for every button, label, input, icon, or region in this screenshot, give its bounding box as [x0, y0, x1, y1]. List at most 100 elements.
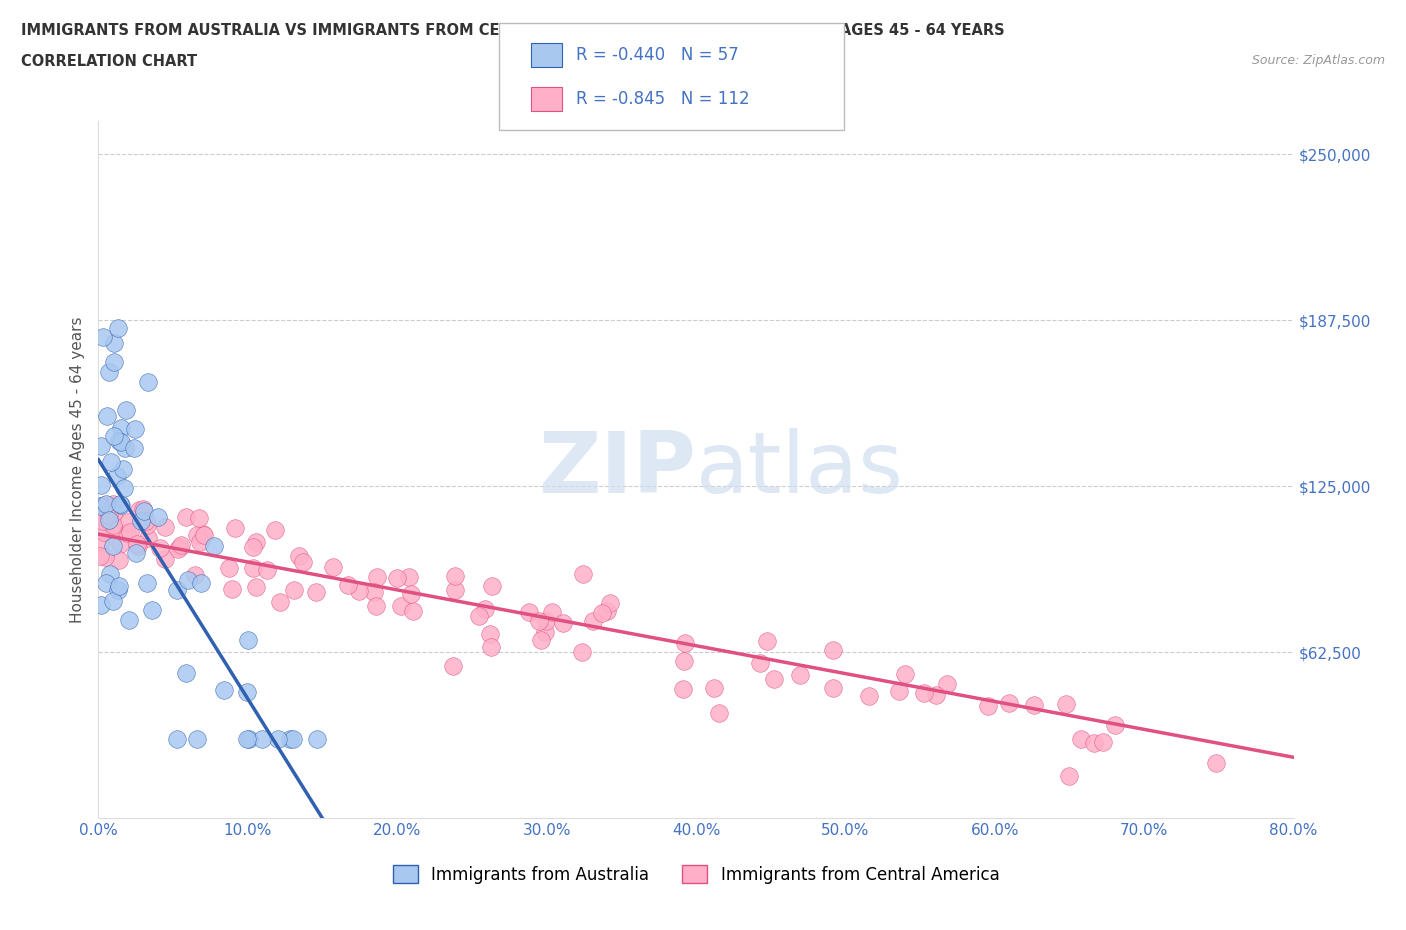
Point [122, 441, 145, 456]
Point [136, 375, 159, 390]
Point [288, 549, 311, 564]
Point [169, 540, 191, 555]
Point [755, 633, 778, 648]
Point [103, 429, 125, 444]
Point [127, 537, 149, 551]
Point [101, 517, 124, 532]
Point [135, 576, 157, 591]
Point [97, 514, 120, 529]
Point [269, 594, 291, 609]
Text: ZIP: ZIP [538, 428, 696, 512]
Point [305, 731, 328, 746]
Point [97, 365, 120, 379]
Point [101, 593, 124, 608]
Text: atlas: atlas [696, 428, 904, 512]
Point [149, 540, 172, 555]
Point [166, 731, 188, 746]
Point [141, 603, 163, 618]
Point [444, 568, 467, 583]
Point [108, 537, 131, 551]
Point [117, 613, 139, 628]
Point [479, 639, 502, 654]
Point [256, 563, 278, 578]
Point [96, 575, 118, 590]
Point [135, 514, 157, 529]
Point [283, 731, 305, 746]
Point [136, 531, 159, 546]
Point [103, 354, 125, 369]
Point [93, 498, 115, 512]
Point [191, 526, 214, 541]
Point [572, 567, 595, 582]
Point [125, 546, 148, 561]
Point [553, 616, 575, 631]
Point [105, 469, 128, 484]
Point [599, 596, 621, 611]
Point [1024, 698, 1046, 712]
Point [103, 539, 125, 554]
Point [218, 561, 240, 576]
Point [534, 614, 557, 629]
Point [977, 698, 1000, 713]
Point [236, 632, 259, 647]
Point [366, 569, 388, 584]
Point [858, 689, 880, 704]
Point [115, 403, 138, 418]
Point [363, 585, 385, 600]
Point [148, 510, 170, 525]
Y-axis label: Householder Income Ages 45 - 64 years: Householder Income Ages 45 - 64 years [69, 316, 84, 623]
Point [132, 504, 155, 519]
Point [337, 578, 360, 592]
Point [110, 498, 132, 512]
Point [398, 569, 420, 584]
Point [474, 602, 496, 617]
Point [98, 566, 121, 581]
Point [1205, 756, 1227, 771]
Point [176, 666, 198, 681]
Point [107, 578, 129, 593]
Point [94, 497, 117, 512]
Point [1070, 732, 1092, 747]
Point [98, 507, 121, 522]
Point [110, 434, 132, 449]
Point [894, 666, 917, 681]
Text: R = -0.440   N = 57: R = -0.440 N = 57 [576, 46, 740, 64]
Point [541, 604, 564, 619]
Point [252, 731, 274, 746]
Point [347, 584, 370, 599]
Point [166, 541, 188, 556]
Point [245, 579, 267, 594]
Point [291, 554, 314, 569]
Point [184, 567, 207, 582]
Point [90, 438, 112, 453]
Point [221, 581, 243, 596]
Point [935, 676, 957, 691]
Point [91, 329, 114, 344]
Point [481, 578, 503, 593]
Point [1059, 768, 1081, 783]
Point [305, 584, 328, 599]
Point [478, 626, 501, 641]
Point [389, 599, 412, 614]
Point [571, 645, 593, 660]
Point [468, 608, 491, 623]
Point [703, 680, 725, 695]
Point [591, 605, 613, 620]
Point [595, 604, 617, 618]
Point [1104, 718, 1126, 733]
Point [89, 510, 111, 525]
Point [707, 706, 730, 721]
Point [108, 497, 131, 512]
Point [129, 513, 152, 528]
Point [101, 497, 124, 512]
Point [387, 570, 409, 585]
Point [127, 538, 149, 553]
Point [120, 525, 142, 539]
Point [108, 434, 131, 449]
Point [90, 478, 112, 493]
Point [236, 731, 259, 746]
Point [174, 510, 197, 525]
Point [1092, 735, 1115, 750]
Text: CORRELATION CHART: CORRELATION CHART [21, 54, 197, 69]
Point [153, 551, 176, 566]
